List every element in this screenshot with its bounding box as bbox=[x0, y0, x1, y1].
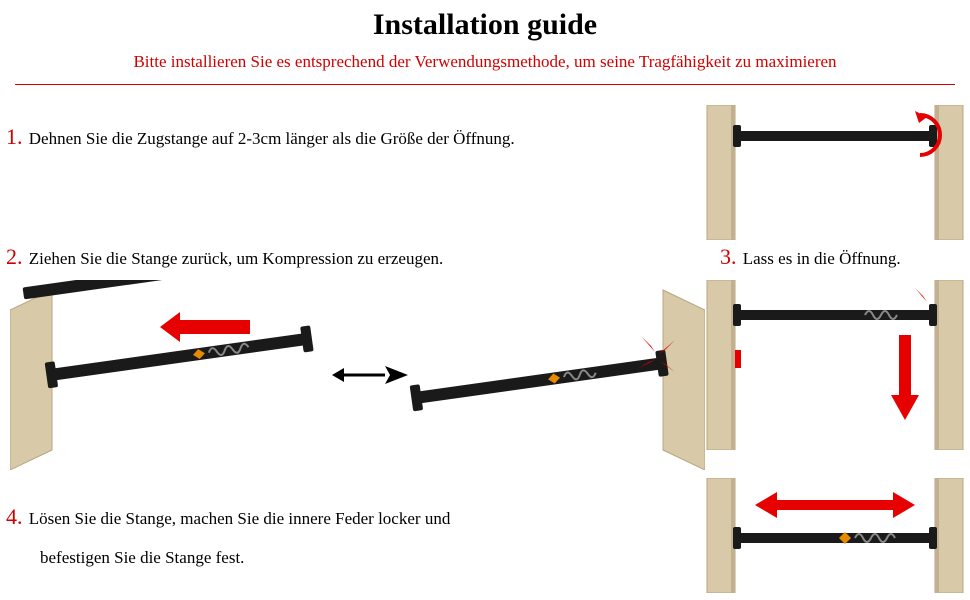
page-title: Installation guide bbox=[0, 0, 970, 42]
illustration-step2-left bbox=[10, 280, 340, 470]
step-1: 1. Dehnen Sie die Zugstange auf 2-3cm lä… bbox=[6, 124, 515, 150]
step-4-number: 4. bbox=[6, 504, 23, 529]
illustration-step1 bbox=[705, 105, 965, 240]
step-3-number: 3. bbox=[720, 244, 737, 269]
divider-line bbox=[15, 84, 955, 85]
step-3-text: Lass es in die Öffnung. bbox=[743, 249, 901, 268]
step-3: 3. Lass es in die Öffnung. bbox=[720, 244, 901, 270]
step-2-number: 2. bbox=[6, 244, 23, 269]
illustration-step3 bbox=[705, 280, 965, 450]
illustration-step2-right bbox=[405, 280, 705, 470]
arrow-right-icon bbox=[330, 360, 410, 390]
step-4-line1: 4. Lösen Sie die Stange, machen Sie die … bbox=[6, 504, 450, 530]
subtitle-warning: Bitte installieren Sie es entsprechend d… bbox=[0, 52, 970, 72]
step-4-text-1: Lösen Sie die Stange, machen Sie die inn… bbox=[29, 509, 451, 528]
step-2-text: Ziehen Sie die Stange zurück, um Kompres… bbox=[29, 249, 443, 268]
step-2: 2. Ziehen Sie die Stange zurück, um Komp… bbox=[6, 244, 443, 270]
step-1-number: 1. bbox=[6, 124, 23, 149]
step-1-text: Dehnen Sie die Zugstange auf 2-3cm länge… bbox=[29, 129, 515, 148]
step-4-line2: befestigen Sie die Stange fest. bbox=[40, 548, 244, 568]
illustration-step4 bbox=[705, 478, 965, 593]
